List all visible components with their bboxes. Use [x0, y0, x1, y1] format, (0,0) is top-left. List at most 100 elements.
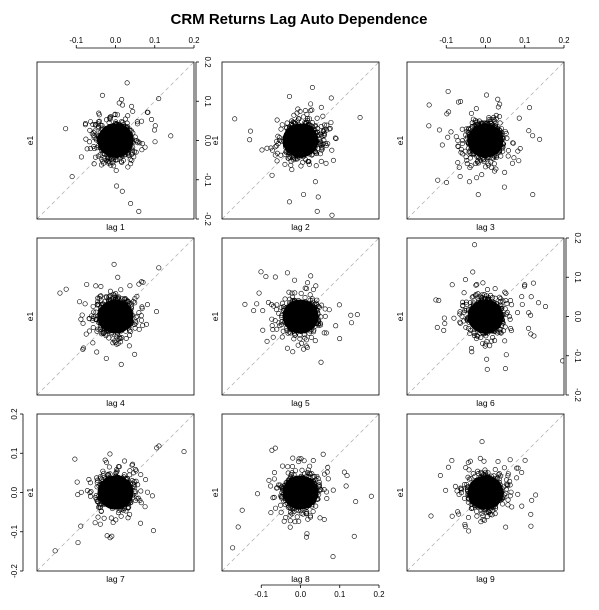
point [260, 148, 264, 152]
point [114, 168, 118, 172]
point [536, 301, 540, 305]
point [53, 549, 57, 553]
point [531, 192, 535, 196]
point [313, 180, 317, 184]
point [114, 184, 118, 188]
point [134, 315, 138, 319]
point [120, 103, 124, 107]
point [285, 271, 289, 275]
point [280, 335, 284, 339]
point [337, 336, 341, 340]
point [502, 466, 506, 470]
point [526, 326, 530, 330]
point [465, 161, 469, 165]
tick-label: 0.2 [10, 408, 19, 420]
point [344, 484, 348, 488]
point [458, 174, 462, 178]
point [273, 275, 277, 279]
point [537, 137, 541, 141]
point [240, 508, 244, 512]
point [286, 331, 290, 335]
point [438, 473, 442, 477]
lag-label: lag 2 [291, 222, 310, 232]
point [446, 465, 450, 469]
point [503, 290, 507, 294]
scatter-points [230, 398, 473, 559]
point [283, 297, 287, 301]
point [478, 456, 482, 460]
point [517, 159, 521, 163]
point [260, 245, 264, 249]
point [508, 457, 512, 461]
point [471, 270, 475, 274]
point [325, 496, 329, 500]
tick-label: 0.1 [203, 96, 212, 108]
point [96, 515, 100, 519]
point [255, 492, 259, 496]
point [88, 128, 92, 132]
point [498, 121, 502, 125]
point [427, 103, 431, 107]
point [137, 310, 141, 314]
point [460, 138, 464, 142]
point [138, 521, 142, 525]
point [79, 317, 83, 321]
point [550, 363, 554, 367]
point [520, 302, 524, 306]
y-axis-label: e1 [210, 488, 220, 498]
point [88, 120, 92, 124]
point [288, 519, 292, 523]
point [493, 467, 497, 471]
point [442, 328, 446, 332]
point [314, 284, 318, 288]
point [456, 160, 460, 164]
point [291, 456, 295, 460]
point [520, 504, 524, 508]
point [369, 494, 373, 498]
point [450, 283, 454, 287]
point [278, 503, 282, 507]
tick-label: -0.1 [439, 36, 453, 45]
point [321, 452, 325, 456]
point [80, 313, 84, 317]
point [91, 341, 95, 345]
point [502, 339, 506, 343]
point [275, 118, 279, 122]
point [91, 304, 95, 308]
point [331, 158, 335, 162]
point [446, 135, 450, 139]
point [443, 321, 447, 325]
point [529, 295, 533, 299]
point [128, 469, 132, 473]
point [139, 119, 143, 123]
point [279, 305, 283, 309]
point [531, 281, 535, 285]
point [472, 243, 476, 247]
point [137, 209, 141, 213]
point [435, 325, 439, 329]
point [93, 521, 97, 525]
point [482, 459, 486, 463]
tick-label: 0.1 [519, 36, 531, 45]
point [444, 180, 448, 184]
point [353, 499, 357, 503]
point [474, 176, 478, 180]
point [530, 134, 534, 138]
point [519, 470, 523, 474]
point [496, 97, 500, 101]
point [463, 277, 467, 281]
point [182, 449, 186, 453]
point [523, 458, 527, 462]
point [352, 534, 356, 538]
point [508, 317, 512, 321]
point [487, 344, 491, 348]
point [527, 129, 531, 133]
point [273, 446, 277, 450]
point [474, 106, 478, 110]
point [100, 93, 104, 97]
point [137, 327, 141, 331]
tick-label: 0.1 [334, 590, 346, 599]
point [247, 138, 251, 142]
lag-label: lag 6 [476, 398, 495, 408]
point [268, 484, 272, 488]
